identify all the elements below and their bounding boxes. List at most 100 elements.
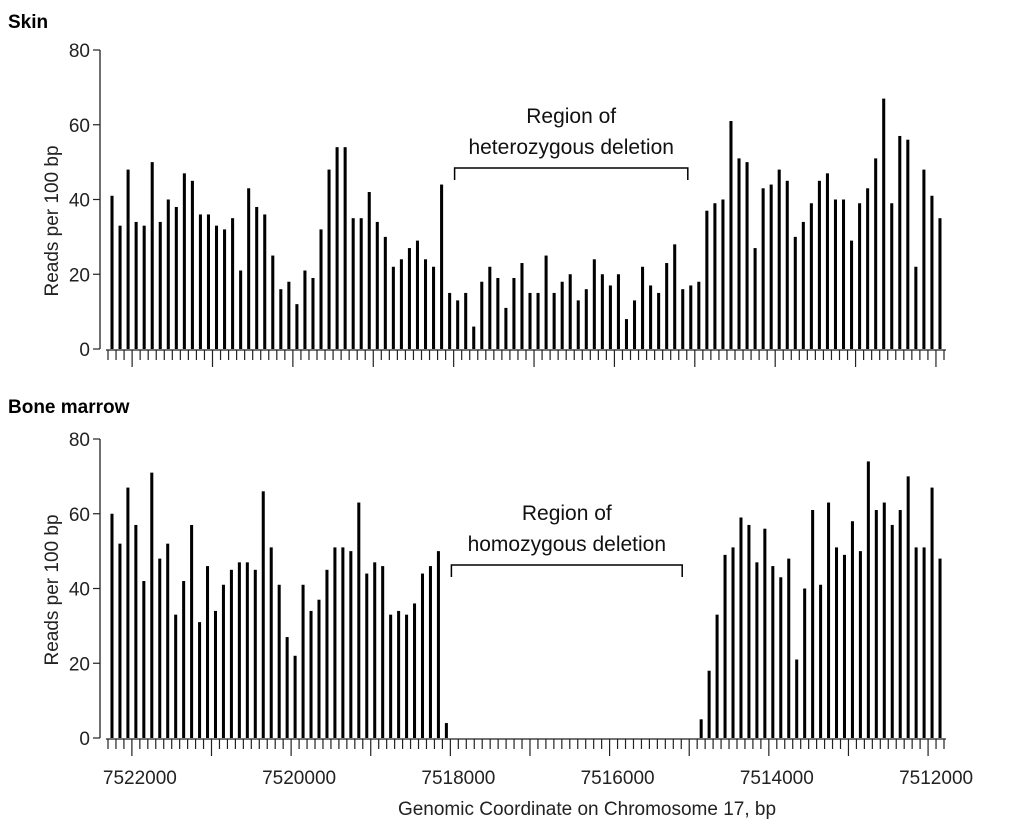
bone-marrow-bar xyxy=(381,566,385,738)
bone-marrow-bar xyxy=(771,566,775,738)
skin-bar xyxy=(496,277,500,349)
skin-bar xyxy=(705,210,709,349)
bone-marrow-bar xyxy=(436,551,440,739)
skin-bar xyxy=(697,281,701,349)
bone-marrow-bar xyxy=(882,502,886,738)
skin-bar xyxy=(914,266,918,349)
bone-marrow-bar xyxy=(341,547,345,738)
bone-marrow-bar xyxy=(190,524,194,738)
skin-bar xyxy=(930,195,934,349)
skin-bar xyxy=(850,240,854,349)
skin-bar xyxy=(632,300,637,349)
bone-marrow-bar xyxy=(221,584,225,738)
bone-marrow-bar xyxy=(699,719,703,738)
bone-marrow-deletion-bracket xyxy=(450,564,683,577)
skin-bar xyxy=(890,203,894,349)
skin-bar xyxy=(134,221,138,349)
skin-bar xyxy=(295,304,299,349)
skin-bar xyxy=(190,180,194,349)
bone-marrow-bar xyxy=(253,569,257,738)
skin-bar xyxy=(343,147,347,349)
skin-x-axis xyxy=(106,349,946,367)
bone-marrow-y-tick-label: 40 xyxy=(69,580,90,601)
skin-y-tick-label: 80 xyxy=(69,41,90,62)
skin-bar xyxy=(608,285,612,349)
skin-bar xyxy=(737,158,741,349)
skin-bar xyxy=(263,214,267,349)
skin-bar xyxy=(938,218,942,349)
bone-marrow-bar xyxy=(747,524,751,738)
skin-bar xyxy=(512,277,516,349)
bone-marrow-bar xyxy=(269,547,273,738)
skin-bar xyxy=(214,225,219,349)
skin-bar xyxy=(464,292,468,349)
skin-bar xyxy=(624,319,628,349)
skin-bar xyxy=(721,199,725,349)
skin-bar xyxy=(536,292,540,349)
skin-bar xyxy=(287,281,291,349)
skin-bar xyxy=(407,248,411,349)
skin-bar xyxy=(713,203,717,349)
bone-marrow-bar xyxy=(142,581,146,738)
x-axis-label: Genomic Coordinate on Chromosome 17, bp xyxy=(398,799,776,820)
bone-marrow-bar xyxy=(166,543,170,738)
skin-y-tick-label: 60 xyxy=(69,116,90,137)
bone-marrow-bar xyxy=(357,502,361,738)
skin-bar xyxy=(255,206,259,349)
skin-bar xyxy=(472,326,476,349)
bone-marrow-bar xyxy=(293,655,297,738)
bone-marrow-bar xyxy=(444,723,448,738)
skin-bar xyxy=(150,162,154,350)
x-tick-label: 7518000 xyxy=(421,768,495,789)
skin-bar xyxy=(809,203,813,349)
bone-marrow-bar xyxy=(285,637,289,738)
bone-marrow-bar xyxy=(420,573,425,738)
skin-bar xyxy=(641,266,645,349)
bone-marrow-bar xyxy=(858,551,862,739)
bone-marrow-bar xyxy=(827,502,831,738)
bone-marrow-bar xyxy=(309,610,313,738)
bone-marrow-bar xyxy=(110,513,114,738)
skin-bar xyxy=(327,169,331,349)
skin-bar xyxy=(793,236,797,350)
skin-bar xyxy=(777,169,781,349)
skin-bar xyxy=(359,218,363,349)
skin-bar xyxy=(785,180,789,349)
skin-bar xyxy=(367,192,371,349)
skin-bars xyxy=(110,98,942,350)
skin-bar xyxy=(858,203,862,349)
skin-bar xyxy=(761,188,765,349)
x-tick-label: 7514000 xyxy=(740,768,814,789)
bone-marrow-bar xyxy=(779,577,783,738)
bone-marrow-bar xyxy=(715,614,719,738)
bone-marrow-bar xyxy=(158,558,162,738)
skin-bar xyxy=(922,169,926,349)
skin-title: Skin xyxy=(8,12,48,33)
bone-marrow-bar xyxy=(707,670,711,738)
skin-bar xyxy=(423,259,428,349)
skin-bar xyxy=(456,300,460,349)
bone-marrow-bar xyxy=(213,610,217,738)
bone-marrow-bar xyxy=(229,569,233,738)
skin-y-tick-label: 0 xyxy=(79,340,90,361)
skin-bar xyxy=(351,218,355,349)
skin-bar xyxy=(480,281,484,349)
bone-marrow-y-axis: 0 20 40 60 80 xyxy=(69,430,101,750)
bone-marrow-bar xyxy=(277,584,281,738)
skin-bar xyxy=(729,121,733,349)
bone-marrow-y-tick-label: 0 xyxy=(79,729,90,750)
skin-annotation-line1: Region of xyxy=(526,105,616,128)
skin-y-axis: 0 20 40 60 80 xyxy=(69,41,101,361)
bone-marrow-bar xyxy=(874,510,878,738)
bone-marrow-bar xyxy=(723,554,727,738)
bone-marrow-bar xyxy=(397,610,401,738)
bone-marrow-bar xyxy=(898,510,902,738)
bone-marrow-bar xyxy=(835,547,839,738)
skin-bar xyxy=(231,218,235,349)
skin-bar xyxy=(673,244,677,349)
skin-bar xyxy=(689,285,693,349)
skin-bar xyxy=(399,259,403,349)
bone-marrow-bar xyxy=(755,562,759,738)
bone-marrow-bar xyxy=(906,476,910,739)
